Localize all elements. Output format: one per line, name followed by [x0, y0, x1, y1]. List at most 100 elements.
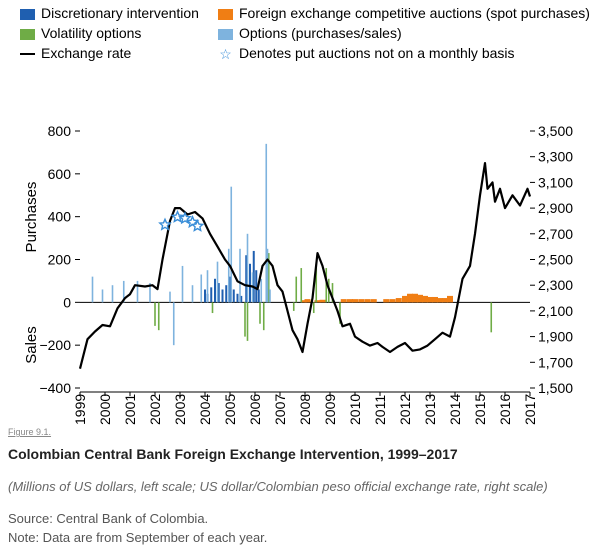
bar-options-ps: [260, 278, 263, 303]
bar-volatility-options: [154, 302, 156, 326]
x-tick-label: 2000: [97, 394, 113, 425]
x-tick-label: 1999: [72, 394, 88, 425]
right-tick-label: 2,700: [538, 226, 573, 242]
legend-item-0: Discretionary intervention: [20, 4, 199, 22]
x-tick-label: 2017: [522, 394, 538, 425]
left-tick-label: 0: [63, 294, 71, 310]
bar-options-ps: [181, 265, 184, 303]
bars: [91, 143, 493, 346]
bar-discretionary: [232, 289, 235, 303]
figure-subtitle: (Millions of US dollars, left scale; US …: [8, 479, 548, 494]
axes: [75, 130, 535, 396]
legend-label: Denotes put auctions not on a monthly ba…: [239, 45, 515, 61]
exchange-rate-line: [78, 162, 532, 369]
bar-volatility-options: [315, 263, 318, 303]
bar-options-ps: [206, 270, 209, 303]
tick-labels: −400 −200 0 200 400 600 800 1,500 1,700 1,900 2,10…: [23, 123, 573, 425]
bar-options-ps: [230, 186, 233, 303]
star-icon: ☆: [219, 46, 232, 63]
legend-item-5: ☆ Denotes put auctions not on a monthly b…: [218, 44, 515, 63]
bar-discretionary: [210, 287, 213, 303]
legend-swatch: [218, 28, 233, 40]
bar-fx-auctions: [417, 294, 423, 303]
figure-source: Source: Central Bank of Colombia.: [8, 511, 209, 526]
bar-fx-auctions: [370, 299, 377, 303]
bar-options-ps: [169, 291, 171, 303]
left-tick-label: −400: [39, 380, 71, 396]
bar-volatility-options: [259, 302, 261, 324]
bar-fx-auctions: [319, 299, 326, 303]
bar-fx-auctions: [412, 293, 418, 303]
bar-options-ps: [136, 280, 139, 303]
bar-volatility-options: [331, 283, 334, 303]
bar-fx-auctions: [352, 299, 358, 303]
right-tick-label: 1,900: [538, 329, 573, 345]
bar-discretionary: [240, 295, 243, 303]
x-tick-label: 2012: [397, 394, 413, 425]
legend-label: Foreign exchange competitive auctions (s…: [239, 5, 590, 21]
bar-options-ps: [122, 280, 125, 303]
bar-options-ps: [111, 285, 114, 303]
legend-swatch: [218, 8, 233, 20]
bar-options-ps: [216, 261, 219, 303]
bar-options-ps: [149, 283, 151, 303]
bar-fx-auctions: [447, 295, 453, 303]
bar-volatility-options: [292, 302, 295, 311]
x-tick-label: 2002: [147, 394, 163, 425]
bar-options-ps: [266, 248, 269, 303]
bar-discretionary: [221, 289, 224, 303]
x-tick-label: 2014: [447, 394, 463, 425]
right-tick-label: 1,500: [538, 380, 573, 396]
x-tick-label: 2013: [422, 394, 438, 425]
chart-canvas: −400 −200 0 200 400 600 800 1,500 1,700 1,900 2,10…: [23, 123, 573, 425]
bar-options-ps: [265, 143, 268, 303]
x-tick-label: 2011: [372, 395, 388, 425]
bar-volatility-options: [211, 302, 214, 314]
right-tick-label: 3,500: [538, 123, 573, 139]
bar-discretionary: [255, 270, 258, 303]
bar-fx-auctions: [432, 296, 438, 303]
bar-discretionary: [204, 289, 206, 303]
bar-fx-auctions: [300, 300, 307, 303]
bar-fx-auctions: [442, 298, 448, 303]
figure-title: Colombian Central Bank Foreign Exchange …: [8, 446, 458, 462]
bar-options-ps: [269, 289, 271, 303]
x-tick-label: 2016: [497, 394, 513, 425]
exchange-rate-series: [78, 162, 532, 369]
left-tick-label: 600: [48, 166, 72, 182]
left-tick-label: 400: [48, 209, 72, 225]
legend-swatch: [20, 8, 35, 20]
x-tick-label: 2010: [347, 394, 363, 425]
bar-fx-auctions: [383, 299, 390, 303]
bar-fx-auctions: [402, 295, 408, 303]
bar-discretionary: [249, 263, 251, 303]
bar-volatility-options: [267, 253, 270, 303]
right-tick-label: 2,100: [538, 303, 573, 319]
put-auction-stars: [158, 209, 205, 232]
bar-volatility-options: [312, 302, 315, 314]
bar-discretionary: [229, 276, 231, 303]
bar-options-ps: [200, 274, 203, 303]
bar-discretionary: [214, 278, 216, 303]
bar-fx-auctions: [437, 298, 443, 303]
legend-item-1: Foreign exchange competitive auctions (s…: [218, 4, 590, 22]
x-tick-label: 2004: [197, 394, 213, 425]
bar-fx-auctions: [407, 293, 413, 303]
legend-label: Discretionary intervention: [41, 5, 199, 21]
x-tick-label: 2015: [472, 394, 488, 425]
bar-fx-auctions: [304, 299, 311, 303]
figure-note: Note: Data are from September of each ye…: [8, 530, 268, 545]
bar-volatility-options: [246, 302, 249, 341]
figure-label: Figure 9.1.: [8, 427, 52, 437]
left-tick-label: 800: [48, 123, 72, 139]
bar-discretionary: [245, 255, 248, 303]
bar-fx-auctions: [389, 299, 396, 303]
bar-discretionary: [252, 250, 255, 303]
bar-volatility-options: [244, 302, 246, 337]
bar-discretionary: [225, 285, 228, 303]
legend-line-swatch: [20, 53, 35, 56]
bar-fx-auctions: [358, 299, 365, 303]
legend-item-3: Options (purchases/sales): [218, 24, 402, 42]
bar-discretionary: [257, 289, 260, 303]
put-auction-star: [158, 217, 172, 231]
